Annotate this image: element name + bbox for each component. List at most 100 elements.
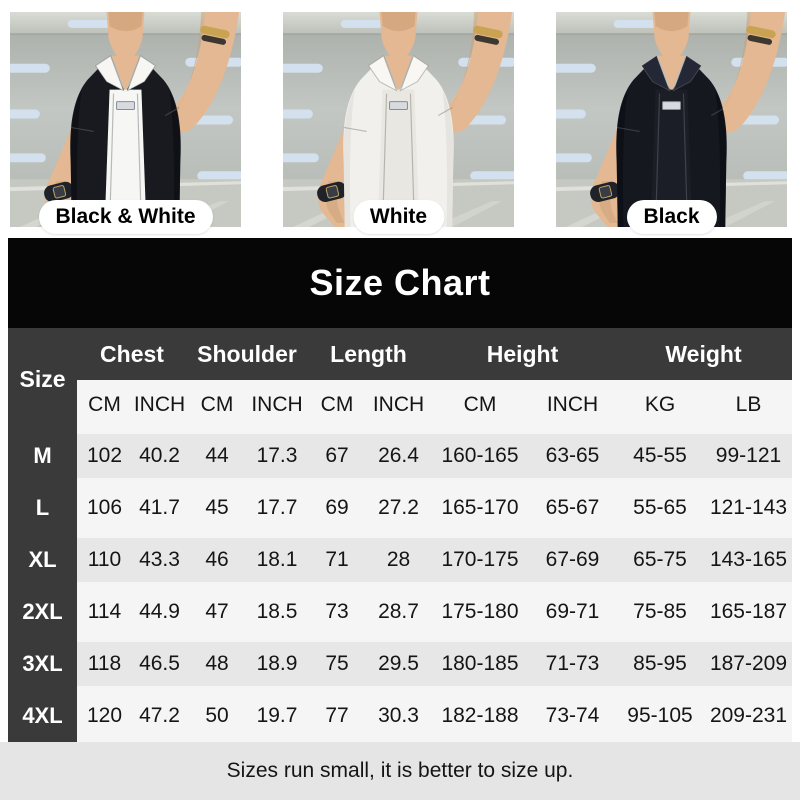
table-cell: 102 bbox=[77, 430, 132, 482]
size-table: Size Chest Shoulder Length Height Weight CM IN… bbox=[8, 328, 792, 742]
table-cell: 65-67 bbox=[530, 482, 615, 534]
table-cell: 29.5 bbox=[367, 638, 430, 690]
unit-header: CM bbox=[187, 380, 247, 430]
product-photo-black: Black bbox=[556, 12, 787, 234]
table-cell: 180-185 bbox=[430, 638, 530, 690]
table-cell: 182-188 bbox=[430, 690, 530, 742]
size-row-label: 4XL bbox=[8, 690, 77, 742]
table-cell: 27.2 bbox=[367, 482, 430, 534]
table-cell: 47 bbox=[187, 586, 247, 638]
table-cell: 65-75 bbox=[615, 534, 705, 586]
model-illustration-white bbox=[283, 12, 514, 227]
table-cell: 63-65 bbox=[530, 430, 615, 482]
table-cell: 160-165 bbox=[430, 430, 530, 482]
table-cell: 73 bbox=[307, 586, 367, 638]
table-cell: 41.7 bbox=[132, 482, 187, 534]
table-cell: 170-175 bbox=[430, 534, 530, 586]
table-cell: 30.3 bbox=[367, 690, 430, 742]
table-cell: 209-231 bbox=[705, 690, 792, 742]
unit-header: LB bbox=[705, 380, 792, 430]
size-row-label: XL bbox=[8, 534, 77, 586]
table-cell: 71 bbox=[307, 534, 367, 586]
size-column-header: Size bbox=[8, 328, 77, 430]
table-cell: 175-180 bbox=[430, 586, 530, 638]
table-cell: 69 bbox=[307, 482, 367, 534]
size-chart-title-band: Size Chart bbox=[8, 238, 792, 328]
table-cell: 75 bbox=[307, 638, 367, 690]
group-header-chest: Chest bbox=[77, 328, 187, 380]
group-header-length: Length bbox=[307, 328, 430, 380]
table-cell: 187-209 bbox=[705, 638, 792, 690]
table-cell: 18.9 bbox=[247, 638, 307, 690]
unit-header: CM bbox=[307, 380, 367, 430]
table-cell: 48 bbox=[187, 638, 247, 690]
group-header-height: Height bbox=[430, 328, 615, 380]
size-chart-panel: Size Chart Size Chest Shoulder Length Heigh… bbox=[8, 238, 792, 742]
table-cell: 19.7 bbox=[247, 690, 307, 742]
table-cell: 120 bbox=[77, 690, 132, 742]
table-cell: 28.7 bbox=[367, 586, 430, 638]
product-photo-white: White bbox=[283, 12, 514, 234]
table-cell: 67-69 bbox=[530, 534, 615, 586]
variant-label: White bbox=[369, 204, 428, 228]
table-cell: 55-65 bbox=[615, 482, 705, 534]
table-cell: 73-74 bbox=[530, 690, 615, 742]
unit-header: CM bbox=[77, 380, 132, 430]
table-cell: 118 bbox=[77, 638, 132, 690]
table-cell: 17.3 bbox=[247, 430, 307, 482]
table-cell: 46.5 bbox=[132, 638, 187, 690]
table-cell: 44.9 bbox=[132, 586, 187, 638]
table-cell: 165-170 bbox=[430, 482, 530, 534]
table-cell: 43.3 bbox=[132, 534, 187, 586]
table-cell: 75-85 bbox=[615, 586, 705, 638]
table-cell: 106 bbox=[77, 482, 132, 534]
table-cell: 17.7 bbox=[247, 482, 307, 534]
table-cell: 121-143 bbox=[705, 482, 792, 534]
table-cell: 95-105 bbox=[615, 690, 705, 742]
table-cell: 77 bbox=[307, 690, 367, 742]
table-cell: 110 bbox=[77, 534, 132, 586]
size-row-label: M bbox=[8, 430, 77, 482]
variant-label-pill: Black & White bbox=[38, 199, 213, 234]
table-cell: 71-73 bbox=[530, 638, 615, 690]
group-header-weight: Weight bbox=[615, 328, 792, 380]
table-cell: 18.5 bbox=[247, 586, 307, 638]
size-row-label: 3XL bbox=[8, 638, 77, 690]
model-illustration-black-white bbox=[10, 12, 241, 227]
table-cell: 114 bbox=[77, 586, 132, 638]
table-cell: 45-55 bbox=[615, 430, 705, 482]
unit-header: INCH bbox=[530, 380, 615, 430]
table-cell: 18.1 bbox=[247, 534, 307, 586]
size-footnote: Sizes run small, it is better to size up… bbox=[0, 742, 800, 800]
table-cell: 40.2 bbox=[132, 430, 187, 482]
table-cell: 85-95 bbox=[615, 638, 705, 690]
size-row-label: L bbox=[8, 482, 77, 534]
table-cell: 67 bbox=[307, 430, 367, 482]
group-header-shoulder: Shoulder bbox=[187, 328, 307, 380]
table-cell: 99-121 bbox=[705, 430, 792, 482]
variant-label: Black bbox=[643, 204, 700, 228]
table-cell: 50 bbox=[187, 690, 247, 742]
model-illustration-black bbox=[556, 12, 787, 227]
size-chart-title: Size Chart bbox=[309, 262, 491, 303]
table-cell: 26.4 bbox=[367, 430, 430, 482]
variant-label-pill: White bbox=[352, 199, 445, 234]
product-photo-black-white: Black & White bbox=[10, 12, 241, 234]
variant-label-pill: Black bbox=[626, 199, 717, 234]
table-cell: 165-187 bbox=[705, 586, 792, 638]
unit-header: INCH bbox=[247, 380, 307, 430]
variant-photos: Black & White White Black bbox=[0, 0, 800, 234]
table-cell: 69-71 bbox=[530, 586, 615, 638]
table-cell: 44 bbox=[187, 430, 247, 482]
variant-label: Black & White bbox=[55, 204, 196, 228]
table-cell: 45 bbox=[187, 482, 247, 534]
unit-header: INCH bbox=[132, 380, 187, 430]
table-cell: 46 bbox=[187, 534, 247, 586]
table-cell: 143-165 bbox=[705, 534, 792, 586]
unit-header: KG bbox=[615, 380, 705, 430]
size-row-label: 2XL bbox=[8, 586, 77, 638]
unit-header: CM bbox=[430, 380, 530, 430]
table-cell: 28 bbox=[367, 534, 430, 586]
unit-header: INCH bbox=[367, 380, 430, 430]
